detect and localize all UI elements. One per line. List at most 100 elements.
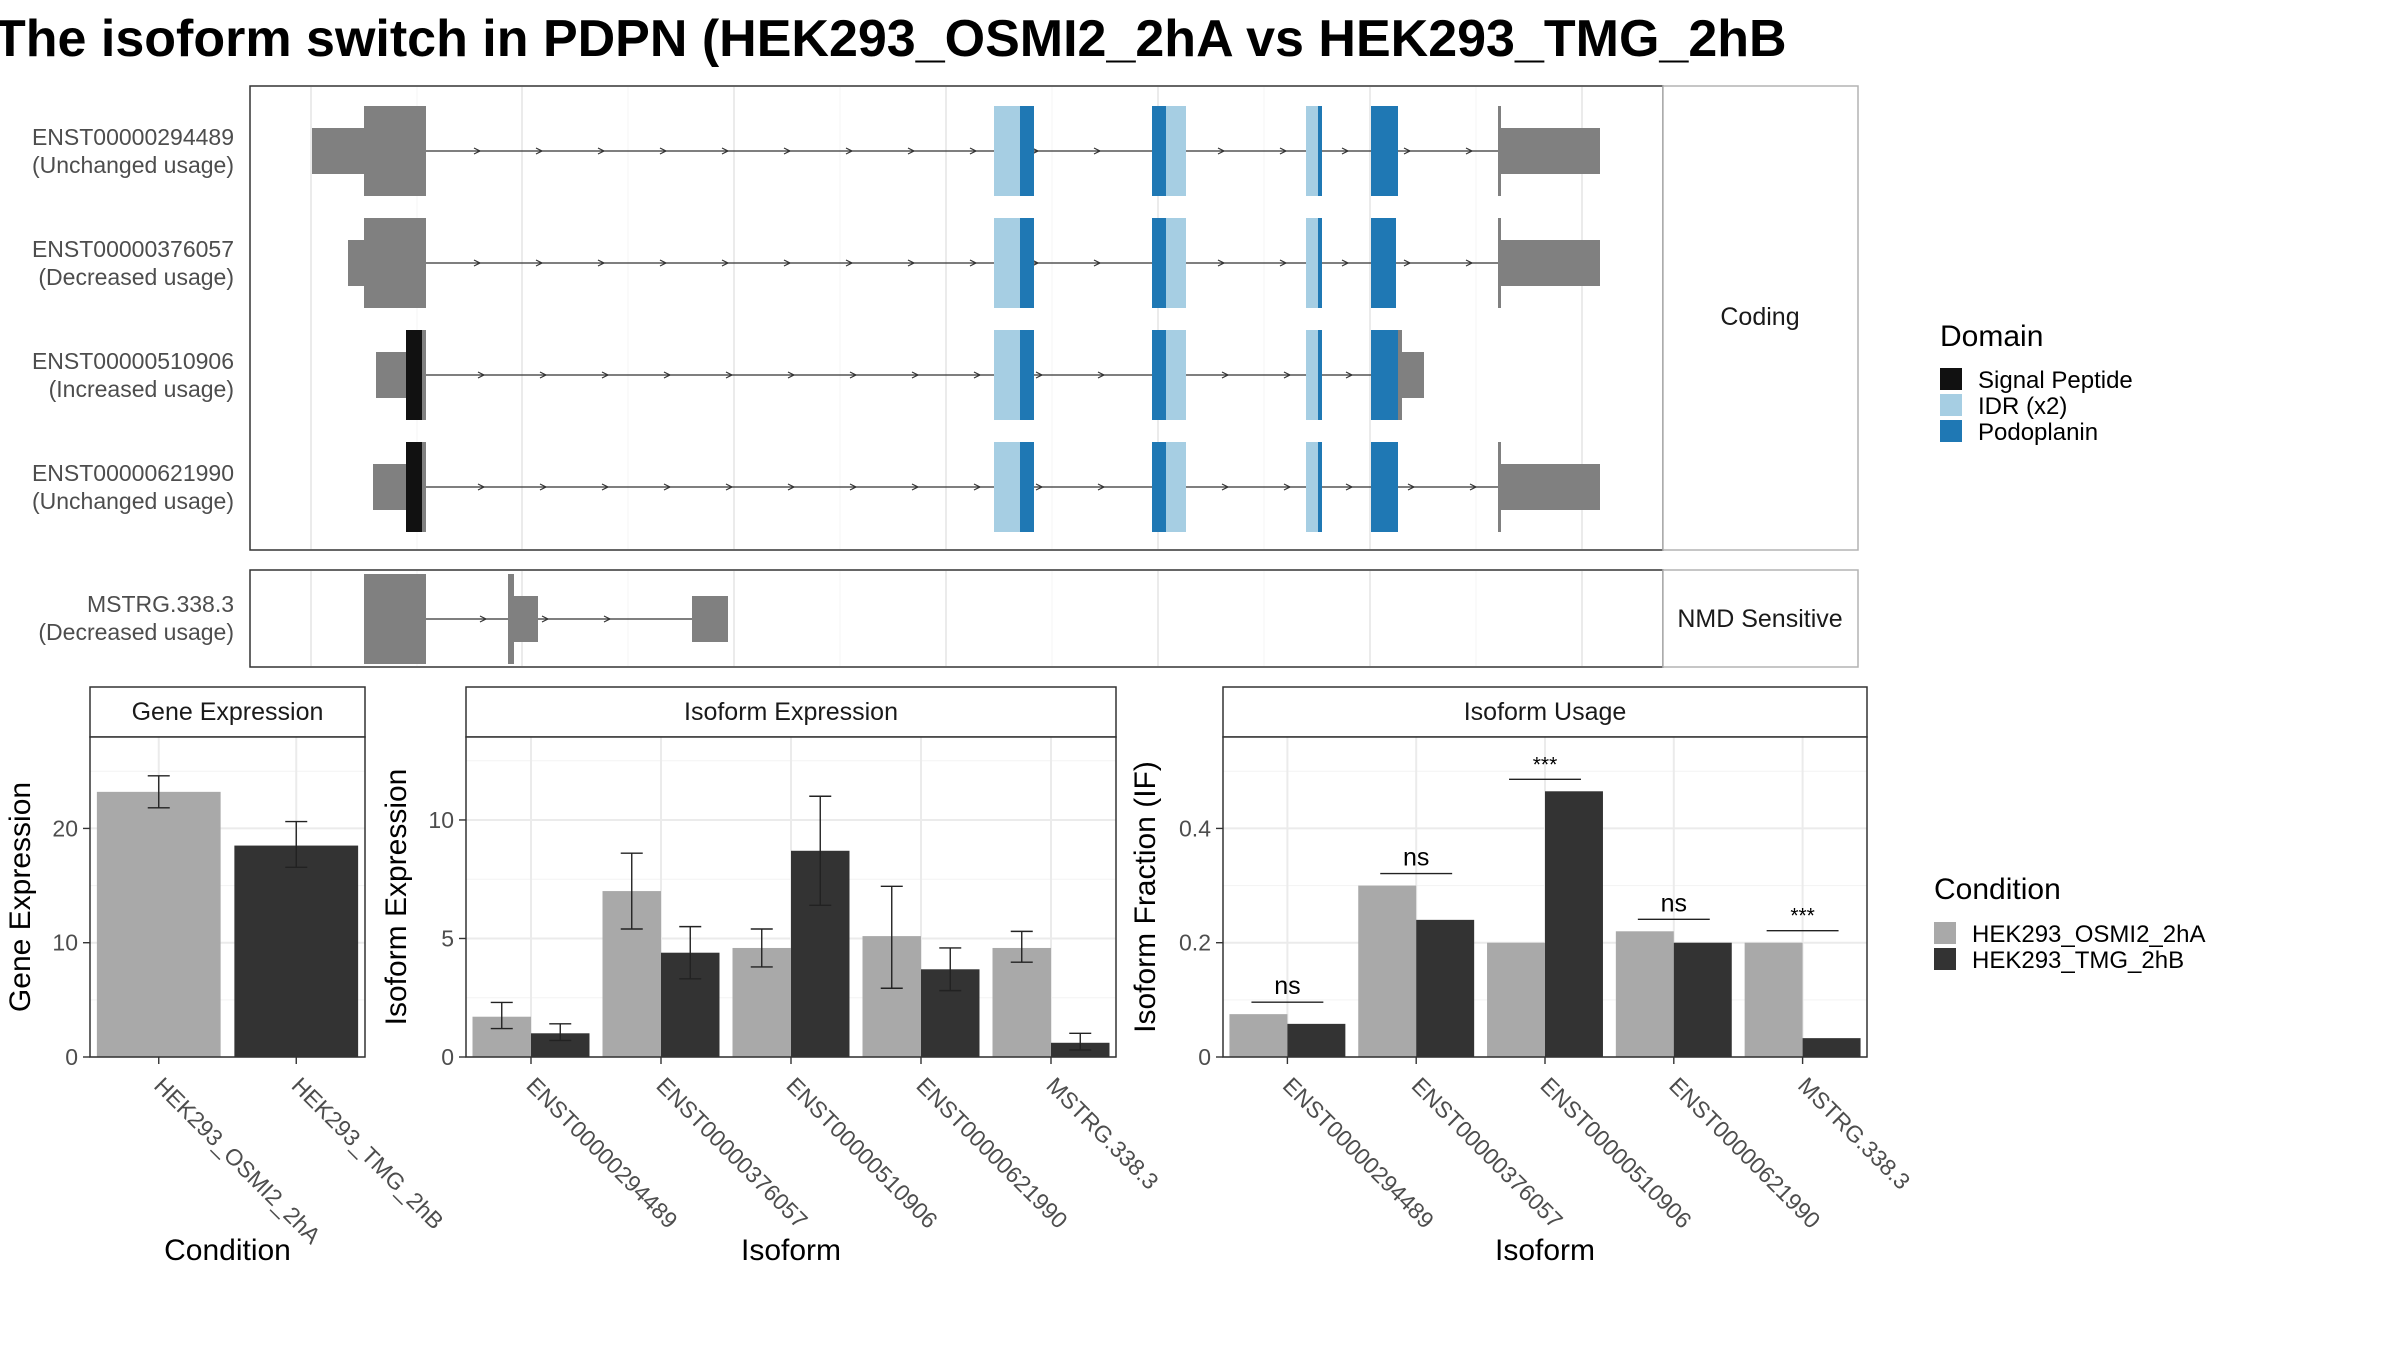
x-tick-label: HEK293_TMG_2hB <box>287 1072 449 1234</box>
intron-arrow <box>969 147 978 155</box>
isoform-label-1-id: ENST00000294489 <box>32 124 234 150</box>
x-tick-label: MSTRG.338.3 <box>1793 1072 1915 1194</box>
y-tick-label: 0.2 <box>1179 930 1211 956</box>
exon-1 <box>1498 106 1501 196</box>
intron-arrow <box>1341 147 1350 155</box>
y-tick-label: 0 <box>1198 1044 1211 1070</box>
exon-4 <box>1306 442 1318 532</box>
bar <box>531 1033 590 1057</box>
intron-arrow <box>659 259 668 267</box>
isoform-label-4-id: ENST00000621990 <box>32 460 234 486</box>
intron-arrow <box>597 147 606 155</box>
legend-swatch-idr <box>1940 394 1962 416</box>
exon-2 <box>364 218 426 308</box>
intron-arrow <box>1035 483 1044 491</box>
intron-arrow <box>1465 259 1474 267</box>
y-tick-label: 10 <box>52 930 78 956</box>
intron-arrow <box>473 259 482 267</box>
bar <box>992 947 1051 1057</box>
intron-arrow <box>1217 147 1226 155</box>
exon-3 <box>376 352 408 398</box>
x-axis-title: Isoform <box>741 1234 841 1267</box>
y-tick-label: 0 <box>65 1044 78 1070</box>
intron-arrow <box>1097 483 1106 491</box>
isoform-label-1-usage: (Unchanged usage) <box>32 152 234 178</box>
intron-arrow <box>659 147 668 155</box>
condition-legend-title: Condition <box>1934 873 2061 906</box>
intron-arrow <box>1407 483 1416 491</box>
isoform-label-5-id: MSTRG.338.3 <box>87 591 234 617</box>
isoform-label-3-usage: (Increased usage) <box>49 376 234 402</box>
structure-nmd-panel: NMD Sensitive <box>249 569 1859 668</box>
isoform-expression-chart: Isoform Expression0510ENST00000294489ENS… <box>380 686 1164 1267</box>
bar <box>234 845 359 1057</box>
exon-2 <box>1152 218 1168 308</box>
intron-arrow <box>1283 483 1292 491</box>
bar <box>1287 1023 1346 1057</box>
isoform-label-3-id: ENST00000510906 <box>32 348 234 374</box>
intron-arrow <box>1221 371 1230 379</box>
intron-arrow <box>1403 259 1412 267</box>
intron-arrow <box>1035 371 1044 379</box>
bar <box>1673 942 1732 1057</box>
coding-grid <box>310 87 1583 549</box>
exon-5 <box>364 574 426 664</box>
bar <box>96 791 221 1057</box>
intron-arrow <box>1217 259 1226 267</box>
exon-3 <box>1371 330 1398 420</box>
intron-arrow <box>969 259 978 267</box>
intron-arrow <box>849 483 858 491</box>
bar <box>1416 919 1475 1057</box>
y-tick-label: 0.4 <box>1179 815 1211 841</box>
bar <box>1358 885 1417 1057</box>
intron-arrow <box>539 483 548 491</box>
panel-frame <box>89 736 366 1058</box>
figure-title: The isoform switch in PDPN (HEK293_OSMI2… <box>0 10 1787 68</box>
intron-arrow <box>535 259 544 267</box>
intron-arrow <box>1279 259 1288 267</box>
exon-1 <box>1306 106 1318 196</box>
exon-1 <box>1318 106 1322 196</box>
bar <box>1615 931 1674 1057</box>
intron-arrow <box>603 615 612 623</box>
intron-arrow <box>845 147 854 155</box>
exon-4 <box>1318 442 1322 532</box>
intron-arrow <box>473 147 482 155</box>
exon-4 <box>1501 464 1600 510</box>
intron-arrow <box>1469 483 1478 491</box>
exon-3 <box>1166 330 1186 420</box>
exon-4 <box>1166 442 1186 532</box>
exon-1 <box>1152 106 1168 196</box>
y-axis-title: Isoform Expression <box>380 769 413 1026</box>
exon-3 <box>994 330 1022 420</box>
y-tick-label: 20 <box>52 815 78 841</box>
exon-1 <box>364 106 426 196</box>
exon-1 <box>312 128 366 174</box>
y-tick-label: 0 <box>441 1044 454 1070</box>
coding-facet-strip <box>1662 85 1859 551</box>
intron-arrow <box>721 147 730 155</box>
facet-label-coding: Coding <box>1720 303 1799 331</box>
exon-4 <box>1020 442 1034 532</box>
intron-arrow <box>783 147 792 155</box>
x-axis-title: Isoform <box>1495 1234 1595 1267</box>
intron-arrow <box>907 147 916 155</box>
panel-title: Isoform Usage <box>1464 698 1627 726</box>
exon-3 <box>1402 352 1424 398</box>
intron-arrow <box>1403 147 1412 155</box>
intron-arrow <box>1093 259 1102 267</box>
legend-label-idr: IDR (x2) <box>1978 393 2067 420</box>
exon-2 <box>1318 218 1322 308</box>
exon-3 <box>1398 330 1402 420</box>
bar <box>1487 942 1545 1057</box>
bar <box>1802 1038 1861 1057</box>
domain-legend-title: Domain <box>1940 320 2043 353</box>
exon-4 <box>422 442 426 532</box>
exon-4 <box>1152 442 1168 532</box>
intron-arrow <box>1093 147 1102 155</box>
isoform-label-5-usage: (Decreased usage) <box>38 619 234 645</box>
exon-3 <box>1152 330 1168 420</box>
exon-1 <box>1371 106 1398 196</box>
